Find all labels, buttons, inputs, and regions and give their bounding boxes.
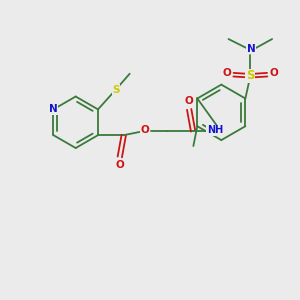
Text: S: S (246, 69, 255, 82)
Text: O: O (185, 97, 194, 106)
Text: O: O (116, 160, 124, 170)
Text: N: N (247, 44, 256, 54)
Text: NH: NH (207, 125, 223, 135)
Text: N: N (49, 104, 58, 114)
Text: O: O (270, 68, 278, 78)
Text: S: S (112, 85, 120, 94)
Text: O: O (222, 68, 231, 78)
Text: O: O (140, 125, 149, 135)
